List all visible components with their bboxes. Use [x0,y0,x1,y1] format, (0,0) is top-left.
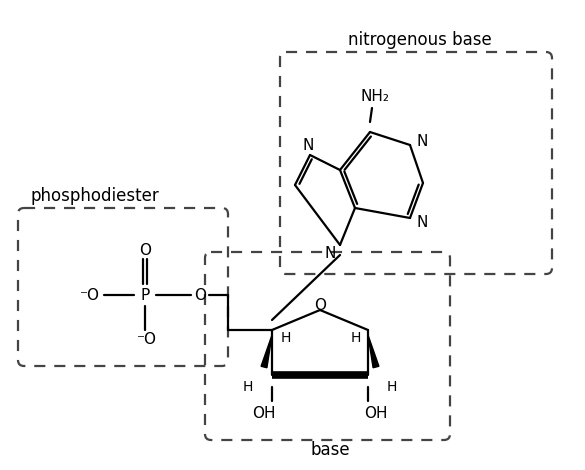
Text: H: H [281,331,291,345]
Text: ⁻O: ⁻O [137,332,157,347]
Polygon shape [368,335,379,368]
Text: P: P [140,288,150,303]
Text: N: N [417,133,428,149]
Text: NH₂: NH₂ [360,88,390,103]
Text: O: O [314,298,326,313]
Text: base: base [310,441,350,459]
Text: H: H [243,380,253,394]
Text: N: N [324,245,336,260]
Text: O: O [139,243,151,258]
Text: OH: OH [364,406,388,421]
Polygon shape [261,335,272,368]
Text: H: H [351,331,361,345]
Text: H: H [387,380,397,394]
Text: ⁻O: ⁻O [80,288,100,303]
Text: OH: OH [252,406,276,421]
Text: phosphodiester: phosphodiester [30,187,159,205]
Text: nitrogenous base: nitrogenous base [348,31,492,49]
Text: N: N [417,214,428,229]
Text: O: O [194,288,206,303]
Text: N: N [302,138,314,152]
